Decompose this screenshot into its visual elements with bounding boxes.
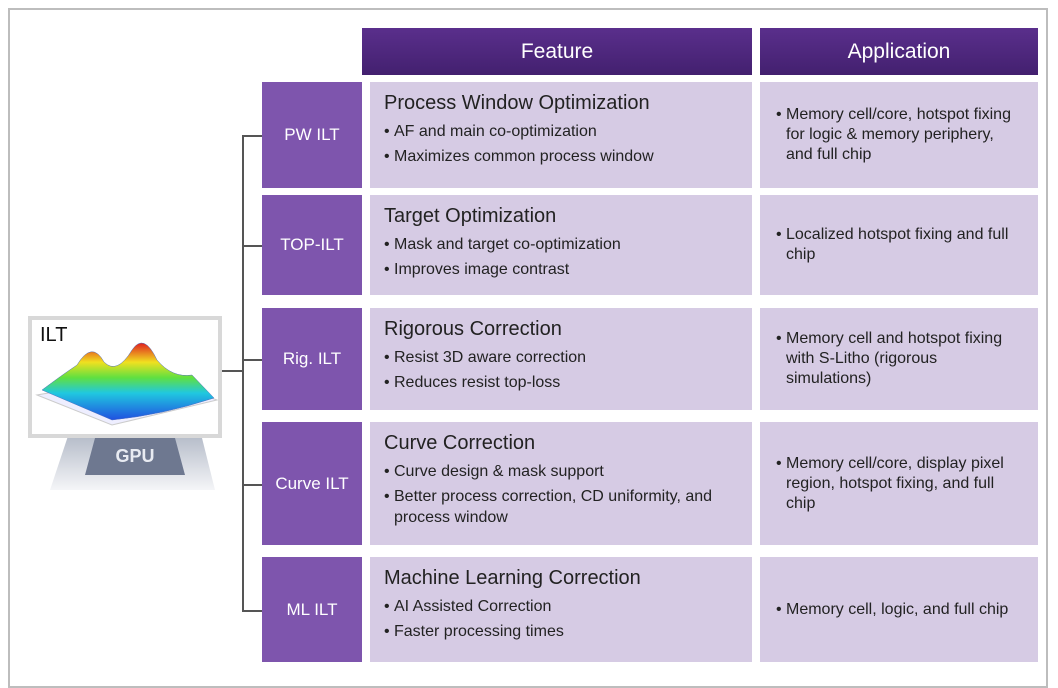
application-header: Application xyxy=(760,28,1038,75)
feature-cell: Rigorous Correction Resist 3D aware corre… xyxy=(370,308,752,410)
gpu-chip: GPU xyxy=(50,430,215,490)
connector xyxy=(222,370,242,372)
surface-plot xyxy=(35,342,218,426)
feature-bullet: Better process correction, CD uniformity… xyxy=(384,486,738,528)
feature-title: Target Optimization xyxy=(384,205,557,227)
application-cell: Memory cell/core, hotspot fixing for log… xyxy=(760,82,1038,188)
feature-bullet: Resist 3D aware correction xyxy=(384,347,738,368)
application-text: Memory cell, logic, and full chip xyxy=(776,600,1008,620)
connector xyxy=(242,609,262,612)
row-label: ML ILT xyxy=(262,557,362,662)
feature-cell: Machine Learning Correction AI Assisted C… xyxy=(370,557,752,662)
application-text: Localized hotspot fixing and full chip xyxy=(776,225,1024,265)
application-cell: Memory cell and hotspot fixing with S-Li… xyxy=(760,308,1038,410)
feature-cell: Target Optimization Mask and target co-op… xyxy=(370,195,752,295)
feature-bullet: Mask and target co-optimization xyxy=(384,234,738,255)
connector xyxy=(242,135,244,611)
connector xyxy=(242,359,262,361)
application-text: Memory cell/core, display pixel region, … xyxy=(776,454,1024,514)
application-text: Memory cell/core, hotspot fixing for log… xyxy=(776,105,1024,165)
ilt-image: ILT xyxy=(28,316,222,438)
feature-bullet: AI Assisted Correction xyxy=(384,596,738,617)
feature-title: Process Window Optimization xyxy=(384,92,650,114)
feature-bullet: Curve design & mask support xyxy=(384,461,738,482)
application-cell: Localized hotspot fixing and full chip xyxy=(760,195,1038,295)
ilt-label: ILT xyxy=(40,324,68,346)
feature-bullet: Maximizes common process window xyxy=(384,146,738,167)
chip-label: GPU xyxy=(115,446,154,466)
feature-cell: Curve Correction Curve design & mask supp… xyxy=(370,422,752,545)
row-label: Curve ILT xyxy=(262,422,362,545)
feature-title: Machine Learning Correction xyxy=(384,567,641,589)
feature-title: Rigorous Correction xyxy=(384,318,562,340)
application-cell: Memory cell, logic, and full chip xyxy=(760,557,1038,662)
feature-bullet: Faster processing times xyxy=(384,621,738,642)
feature-title: Curve Correction xyxy=(384,432,536,454)
row-label: Rig. ILT xyxy=(262,308,362,410)
row-label: TOP-ILT xyxy=(262,195,362,295)
feature-header: Feature xyxy=(362,28,752,75)
feature-bullet: AF and main co-optimization xyxy=(384,121,738,142)
connector xyxy=(242,135,262,137)
application-text: Memory cell and hotspot fixing with S-Li… xyxy=(776,329,1024,389)
connector xyxy=(242,483,262,486)
feature-cell: Process Window Optimization AF and main c… xyxy=(370,82,752,188)
application-cell: Memory cell/core, display pixel region, … xyxy=(760,422,1038,545)
connector xyxy=(242,245,262,247)
feature-bullet: Reduces resist top-loss xyxy=(384,372,738,393)
feature-bullet: Improves image contrast xyxy=(384,259,738,280)
row-label: PW ILT xyxy=(262,82,362,188)
